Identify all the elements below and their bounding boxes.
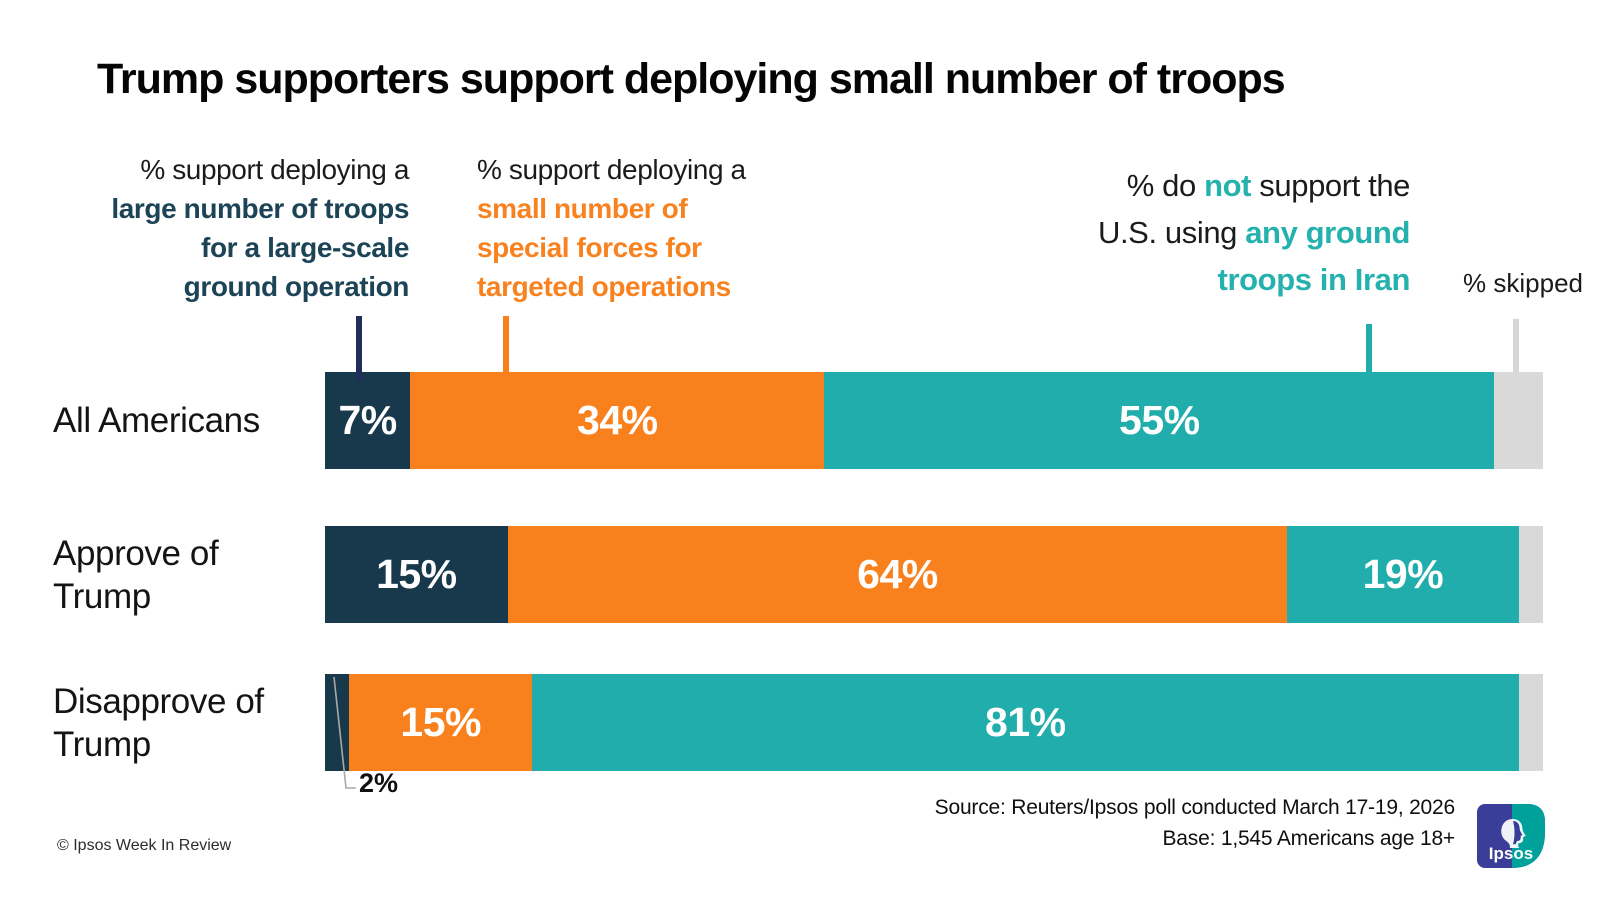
bar-segment-small: 64% (507, 526, 1288, 623)
legend-small-line1: small number of (477, 193, 688, 224)
bar-segment-small: 34% (410, 372, 825, 469)
legend-small-prefix: % support deploying a (477, 154, 746, 185)
legend-small-line3: targeted operations (477, 271, 731, 302)
bar-segment-skipped (1518, 526, 1543, 623)
legend-small-forces: % support deploying a small number of sp… (477, 150, 817, 306)
page-title: Trump supporters support deploying small… (97, 55, 1286, 103)
bar-segment-value: 64% (857, 551, 938, 597)
bar-row: Disapprove of Trump 15% 81% (0, 674, 1600, 771)
bar-segment-value: 19% (1362, 551, 1444, 597)
bar-segment-skipped (1518, 674, 1543, 771)
legend-tick-small (503, 316, 509, 373)
legend-none-l1b: not (1204, 168, 1252, 203)
bar-segment-value: 34% (577, 397, 658, 443)
bar-segment-large: 7% (325, 372, 411, 469)
bar-segment-skipped (1494, 372, 1543, 469)
legend-no-troops: % do not support the U.S. using any grou… (990, 162, 1410, 303)
callout-leader-line (333, 676, 356, 789)
bar-segment-none: 81% (532, 674, 1519, 771)
legend-tick-none (1366, 324, 1372, 373)
source-line1: Source: Reuters/Ipsos poll conducted Mar… (934, 796, 1456, 819)
legend-large-prefix: % support deploying a (140, 154, 409, 185)
bar-row: Approve of Trump 15% 64% 19% (0, 526, 1600, 623)
bar-row: All Americans 7% 34% 55% (0, 372, 1600, 469)
bar-segment-large (325, 674, 350, 771)
bar-segment-value: 81% (985, 699, 1066, 745)
legend-none-line2: U.S. using any ground (990, 209, 1410, 256)
legend-none-line1: % do not support the (990, 162, 1411, 209)
legend-tick-large (356, 316, 362, 382)
legend-none-line3: troops in Iran (990, 256, 1411, 303)
stacked-bar: 7% 34% 55% (325, 372, 1543, 469)
stacked-bar: 15% 64% 19% (325, 526, 1543, 623)
legend-large-line1: large number of troops (111, 193, 409, 224)
bar-segment-none: 55% (824, 372, 1495, 469)
row-label: Disapprove of Trump (53, 681, 264, 764)
legend-tick-skipped (1513, 319, 1519, 373)
bar-segment-none: 19% (1287, 526, 1519, 623)
legend-none-l2a: U.S. using (1097, 215, 1246, 250)
legend-large-line3: ground operation (183, 271, 410, 302)
ipsos-logo-text: Ipsos (1489, 844, 1533, 863)
legend-none-l1a: % do (1126, 168, 1205, 203)
legend-large-troops: % support deploying a large number of tr… (49, 150, 409, 306)
bar-segment-large: 15% (325, 526, 508, 623)
bar-segment-value: 15% (376, 551, 457, 597)
legend-small-line2: special forces for (477, 232, 702, 263)
ipsos-logo: Ipsos (1477, 804, 1545, 868)
source-note: Source: Reuters/Ipsos poll conducted Mar… (934, 792, 1456, 854)
row-label: All Americans (53, 401, 260, 440)
callout-value: 2% (359, 768, 399, 798)
legend-large-line2: for a large-scale (201, 232, 409, 263)
bar-segment-value: 7% (338, 397, 397, 443)
legend-none-l1c: support the (1251, 168, 1410, 203)
source-line2: Base: 1,545 Americans age 18+ (1162, 827, 1456, 850)
stacked-bar: 15% 81% (325, 674, 1543, 771)
legend-none-l2b: any ground (1245, 215, 1410, 250)
bar-segment-small: 15% (349, 674, 533, 771)
bar-segment-value: 55% (1119, 397, 1200, 443)
copyright-note: © Ipsos Week In Review (57, 837, 232, 854)
legend-skipped: % skipped (1463, 268, 1583, 298)
row-label: Approve of Trump (53, 533, 219, 616)
bar-segment-value: 15% (400, 699, 481, 745)
legend-none-l3b: troops in Iran (1217, 262, 1411, 297)
